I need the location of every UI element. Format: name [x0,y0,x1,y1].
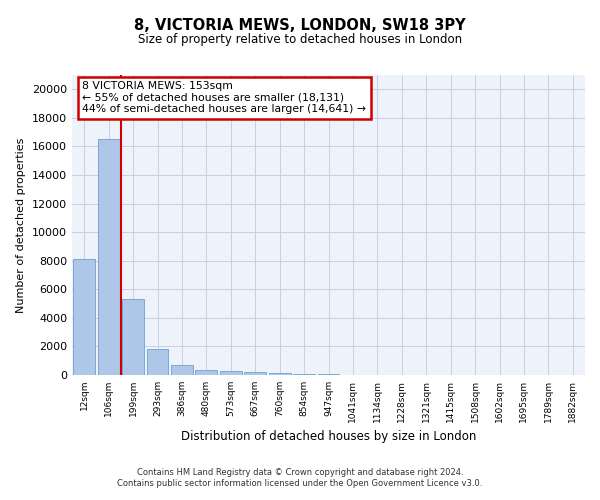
Bar [317,374,340,375]
X-axis label: Distribution of detached houses by size in London: Distribution of detached houses by size … [181,430,476,444]
Bar [98,140,119,375]
Text: 8, VICTORIA MEWS, LONDON, SW18 3PY: 8, VICTORIA MEWS, LONDON, SW18 3PY [134,18,466,32]
Bar [171,365,193,375]
Bar [73,260,95,375]
Bar [269,373,290,375]
Text: Contains HM Land Registry data © Crown copyright and database right 2024.
Contai: Contains HM Land Registry data © Crown c… [118,468,482,487]
Text: 8 VICTORIA MEWS: 153sqm
← 55% of detached houses are smaller (18,131)
44% of sem: 8 VICTORIA MEWS: 153sqm ← 55% of detache… [82,81,366,114]
Bar [122,300,144,375]
Y-axis label: Number of detached properties: Number of detached properties [16,138,26,312]
Text: Size of property relative to detached houses in London: Size of property relative to detached ho… [138,32,462,46]
Bar [244,372,266,375]
Bar [196,370,217,375]
Bar [146,350,169,375]
Bar [293,374,315,375]
Bar [220,371,242,375]
